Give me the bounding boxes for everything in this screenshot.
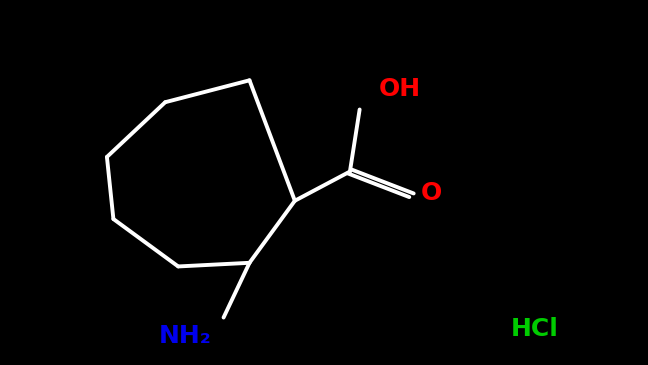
Text: NH₂: NH₂: [158, 324, 211, 348]
Text: HCl: HCl: [511, 316, 559, 341]
Text: O: O: [421, 181, 443, 205]
Text: OH: OH: [379, 77, 421, 101]
